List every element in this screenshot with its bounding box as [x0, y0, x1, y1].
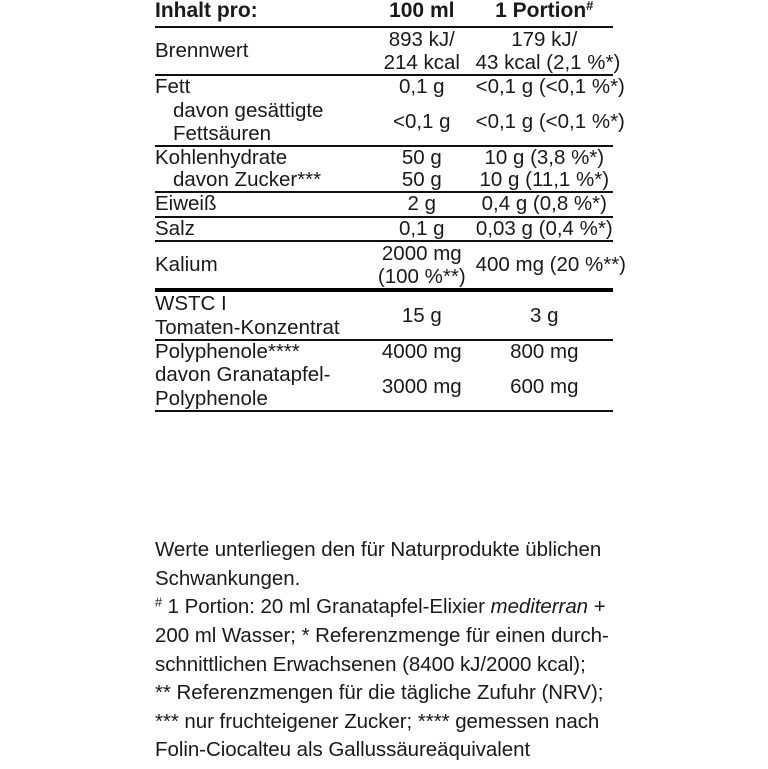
label-line-2: Tomaten-Konzentrat — [155, 315, 340, 339]
row-value-portion-kalium: 400 mg (20 %**) — [475, 240, 626, 293]
footnote-line-2: Schwankungen. — [155, 566, 301, 590]
value-line-1: 2000 mg — [381, 241, 462, 265]
footnote-line-8: Folin-Ciocalteu als Gallussäureäquivalen… — [155, 738, 531, 762]
row-value-100ml-granatapfel-polyphenole: 3000 mg — [367, 363, 476, 413]
footnotes-block: Werte unterliegen den für Naturprodukte … — [155, 537, 617, 764]
row-value-100ml-eiweiss: 2 g — [367, 192, 476, 218]
row-value-portion-eiweiss: 0,4 g (0,8 %*) — [475, 192, 613, 218]
row-value-portion-zucker: 10 g (11,1 %*) — [475, 169, 613, 194]
row-label-eiweiss: Eiweiß — [155, 192, 368, 218]
row-label-polyphenole: Polyphenole**** — [155, 340, 300, 364]
label-text: davon Zucker*** — [173, 168, 322, 192]
nutrition-table: Inhalt pro: 100 ml 1 Portion# Brennwert … — [155, 0, 626, 413]
header-portion-footnote-mark: # — [586, 0, 594, 14]
row-value-100ml-polyphenole: 4000 mg — [381, 340, 462, 364]
row-label-kalium: Kalium — [155, 240, 368, 293]
row-value-portion-fett: <0,1 g (<0,1 %*) — [475, 75, 625, 99]
row-value-100ml-salz: 0,1 g — [367, 216, 476, 242]
row-value-100ml-gesaettigte-fettsaeuren: <0,1 g — [367, 98, 476, 148]
row-value-portion-granatapfel-polyphenole: 600 mg — [475, 363, 613, 413]
footnote-line-3: # 1 Portion: 20 ml Granatapfel-Elixier m… — [155, 594, 617, 621]
table-row: Kohlenhydrate 50 g 10 g (3,8 %*) — [155, 146, 613, 169]
row-value-100ml-kalium: 2000 mg (100 %**) — [367, 240, 476, 293]
footnote-line-3-text-b: + — [588, 595, 606, 619]
row-label-fett: Fett — [155, 75, 191, 99]
row-label-salz: Salz — [155, 216, 368, 242]
footnote-line-3-text-a: 1 Portion: 20 ml Granatapfel-Elixier — [162, 595, 491, 619]
table-row: davon gesättigte Fettsäuren <0,1 g <0,1 … — [155, 98, 625, 148]
label-line-2: Fettsäuren — [173, 121, 271, 145]
label-line-1: WSTC I — [155, 292, 227, 316]
nutrition-table-container: Inhalt pro: 100 ml 1 Portion# Brennwert … — [155, 0, 626, 413]
footnote-line-4: 200 ml Wasser; * Referenzmenge für einen… — [155, 623, 609, 647]
table-row: WSTC I Tomaten-Konzentrat 15 g 3 g — [155, 290, 613, 342]
row-value-portion-gesaettigte-fettsaeuren: <0,1 g (<0,1 %*) — [475, 98, 625, 148]
row-value-100ml-wstc: 15 g — [367, 290, 476, 342]
table-row: davon Zucker*** 50 g 10 g (11,1 %*) — [155, 168, 613, 194]
value-line-2: 43 kcal (2,1 %*) — [475, 51, 621, 75]
row-label-gesaettigte-fettsaeuren: davon gesättigte Fettsäuren — [155, 98, 368, 148]
table-header-row: Inhalt pro: 100 ml 1 Portion# — [155, 0, 613, 28]
table-row: Eiweiß 2 g 0,4 g (0,8 %*) — [155, 192, 613, 218]
table-row: davon Granatapfel- Polyphenole 3000 mg 6… — [155, 363, 613, 413]
table-row: Salz 0,1 g 0,03 g (0,4 %*) — [155, 216, 613, 242]
row-label-brennwert: Brennwert — [155, 26, 368, 77]
row-label-wstc: WSTC I Tomaten-Konzentrat — [155, 290, 368, 342]
table-row: Fett 0,1 g <0,1 g (<0,1 %*) — [155, 75, 625, 99]
label-line-1: davon Granatapfel- — [155, 363, 331, 387]
footnote-line-7: *** nur fruchteigener Zucker; **** gemes… — [155, 709, 600, 733]
row-value-100ml-fett: 0,1 g — [398, 75, 445, 99]
header-label: Inhalt pro: — [155, 0, 368, 28]
row-label-kohlenhydrate: Kohlenhydrate — [155, 146, 288, 170]
footnote-line-1: Werte unterliegen den für Naturprodukte … — [155, 538, 602, 561]
label-line-2: Polyphenole — [155, 386, 268, 410]
header-col-portion-text: 1 Portion — [495, 0, 587, 22]
footnote-hash-mark: # — [155, 594, 163, 610]
row-value-portion-salz: 0,03 g (0,4 %*) — [475, 216, 613, 242]
label-line-1: davon gesättigte — [173, 98, 324, 122]
row-value-portion-kohlenhydrate: 10 g (3,8 %*) — [484, 146, 605, 170]
value-line-2: 214 kcal — [383, 51, 460, 75]
header-col-100ml: 100 ml — [367, 0, 476, 28]
header-col-portion: 1 Portion# — [475, 0, 613, 28]
table-row: Brennwert 893 kJ/ 214 kcal 179 kJ/ 43 kc… — [155, 26, 621, 77]
footnote-line-6: ** Referenzmengen für die tägliche Zufuh… — [155, 681, 604, 705]
row-value-portion-wstc: 3 g — [475, 290, 613, 342]
row-label-granatapfel-polyphenole: davon Granatapfel- Polyphenole — [155, 363, 368, 413]
value-line-1: 179 kJ/ — [511, 27, 578, 51]
table-row: Polyphenole**** 4000 mg 800 mg — [155, 340, 613, 363]
table-row: Kalium 2000 mg (100 %**) 400 mg (20 %**) — [155, 240, 626, 293]
row-label-zucker: davon Zucker*** — [155, 168, 368, 194]
row-value-100ml-kohlenhydrate: 50 g — [401, 146, 442, 170]
row-value-100ml-zucker: 50 g — [367, 169, 476, 194]
footnote-line-5: schnittlichen Erwachsenen (8400 kJ/2000 … — [155, 652, 586, 676]
row-value-100ml-brennwert: 893 kJ/ 214 kcal — [367, 26, 476, 77]
footnote-line-3-italic: mediterran — [490, 595, 589, 619]
value-line-1: 893 kJ/ — [388, 27, 455, 51]
row-value-portion-brennwert: 179 kJ/ 43 kcal (2,1 %*) — [475, 26, 621, 77]
row-value-portion-polyphenole: 800 mg — [510, 340, 579, 364]
value-line-2: (100 %**) — [377, 265, 466, 289]
